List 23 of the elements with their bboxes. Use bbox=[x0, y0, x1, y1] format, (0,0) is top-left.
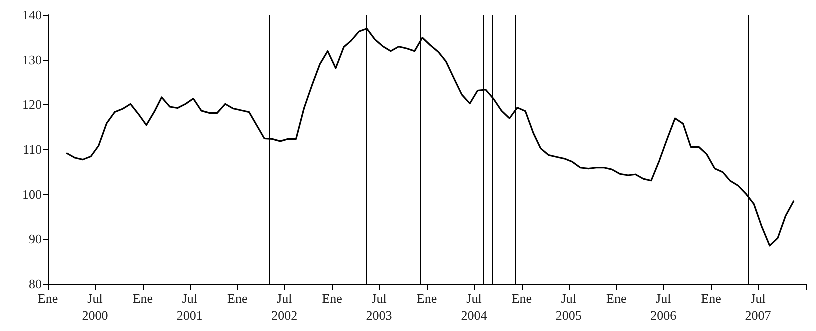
x-tick-label: Jul 2003 bbox=[366, 291, 392, 323]
x-tick-label: Jul 2004 bbox=[461, 291, 488, 323]
x-tick-label: Ene bbox=[512, 291, 532, 306]
x-tick-label: Ene bbox=[38, 291, 58, 306]
x-tick-label: Jul 2007 bbox=[745, 291, 772, 323]
y-tick-label: 80 bbox=[29, 276, 42, 292]
x-tick-label: Jul 2005 bbox=[556, 291, 582, 323]
y-tick-label: 120 bbox=[22, 97, 42, 112]
y-tick-label: 110 bbox=[22, 142, 42, 157]
x-tick-label: Ene bbox=[132, 291, 154, 306]
x-tick-label: Jul 2000 bbox=[82, 291, 108, 323]
x-tick-label: Ene bbox=[701, 291, 722, 306]
x-tick-label: Ene bbox=[322, 291, 343, 306]
y-tick-label: 140 bbox=[22, 8, 42, 22]
y-tick-label: 100 bbox=[22, 186, 42, 202]
x-tick-label: Ene bbox=[228, 291, 248, 306]
x-tick-label: Jul 2001 bbox=[176, 291, 203, 323]
x-tick-label: Ene bbox=[416, 291, 438, 306]
x-tick-label: Jul 2002 bbox=[272, 291, 298, 323]
y-tick-label: 90 bbox=[29, 232, 42, 247]
x-tick-label: Jul 2006 bbox=[650, 291, 678, 323]
x-tick-label: Ene bbox=[606, 291, 627, 306]
y-tick-label: 130 bbox=[22, 52, 42, 68]
